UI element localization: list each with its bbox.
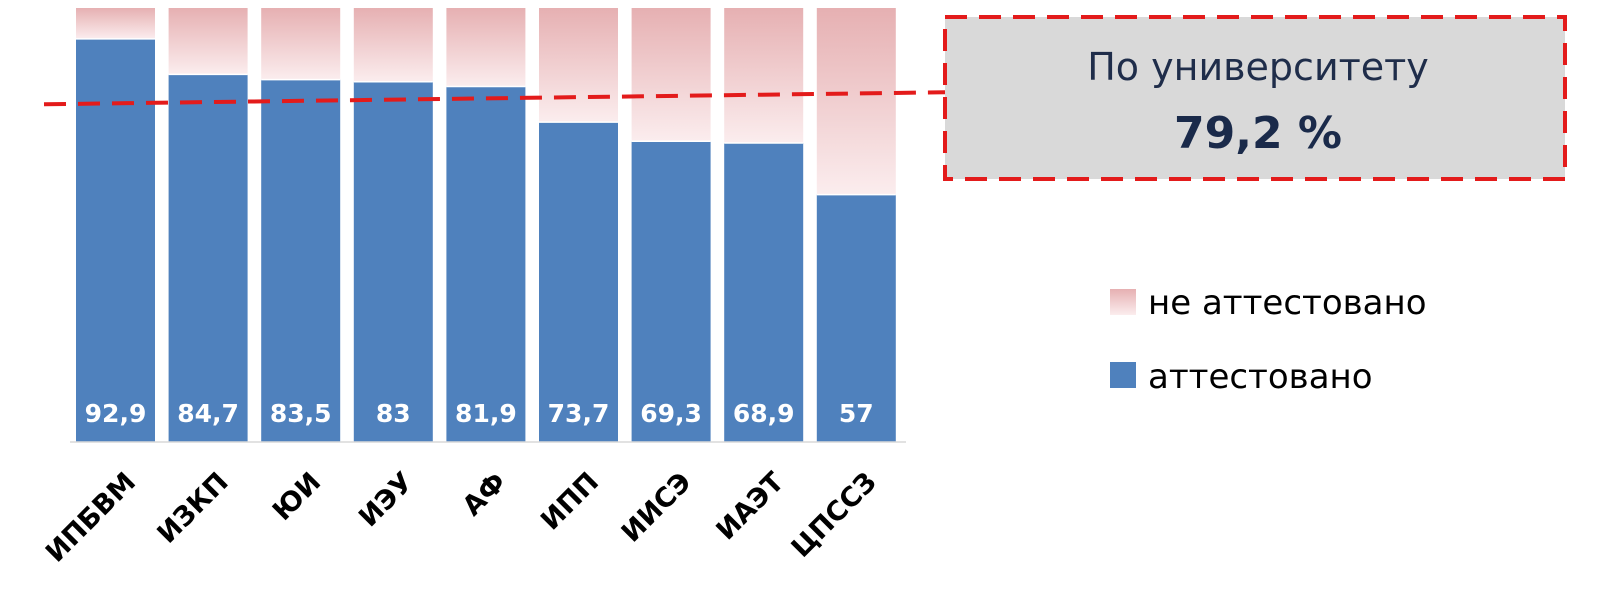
category-label: ИИСЭ	[616, 467, 698, 549]
legend-swatch-unattested	[1110, 289, 1136, 315]
bar-attested	[446, 86, 526, 442]
bar-unattested	[168, 8, 248, 75]
category-label: ЮИ	[267, 467, 327, 527]
callout-title: По университету	[1087, 45, 1429, 89]
callout-value: 79,2 %	[1174, 108, 1342, 159]
data-label: 73,7	[548, 399, 610, 428]
bar-attested	[76, 38, 155, 443]
legend-label-attested: аттестовано	[1148, 357, 1373, 397]
bar-unattested	[261, 8, 341, 80]
data-label: 81,9	[455, 399, 517, 428]
category-label: ИПБВМ	[40, 467, 142, 569]
bar-unattested	[446, 8, 526, 87]
callout-box	[943, 15, 1567, 181]
category-label: ИЭУ	[353, 466, 420, 533]
university-average-line	[43, 90, 946, 107]
data-label: 57	[839, 399, 874, 428]
legend-item-unattested: не аттестовано	[1110, 283, 1427, 323]
category-label: АФ	[457, 467, 513, 523]
data-label: 68,9	[733, 399, 795, 428]
data-label: 83	[376, 399, 411, 428]
bar-unattested	[539, 8, 618, 123]
bar-attested	[539, 122, 618, 442]
data-label: 69,3	[640, 399, 702, 428]
bar-attested	[631, 141, 711, 442]
legend: не аттестовано аттестовано	[1110, 283, 1427, 397]
reference-layer	[43, 90, 946, 107]
category-label: ИАЭТ	[711, 466, 791, 546]
bar-attested	[353, 81, 433, 442]
bar-attested	[724, 142, 804, 442]
category-label: ИЗКП	[152, 467, 235, 550]
bar-unattested	[353, 8, 433, 82]
data-label: 92,9	[85, 399, 147, 428]
category-label: ИПП	[535, 467, 605, 537]
bar-unattested	[76, 8, 155, 39]
legend-label-unattested: не аттестовано	[1148, 283, 1427, 323]
bar-attested	[261, 79, 341, 443]
bar-unattested	[631, 8, 711, 142]
bar-attested	[816, 194, 896, 442]
bar-unattested	[816, 8, 896, 195]
legend-item-attested: аттестовано	[1110, 357, 1373, 397]
data-label: 83,5	[270, 399, 332, 428]
university-callout: По университету 79,2 %	[943, 15, 1567, 181]
category-label: ЦПССЗ	[786, 467, 883, 564]
legend-swatch-attested	[1110, 362, 1136, 388]
bar-unattested	[724, 8, 804, 143]
bars-layer: 92,9 84,7 83,5 83 81,9 73,7 69,3 68,9 57	[76, 8, 896, 443]
data-label: 84,7	[177, 399, 239, 428]
bar-attested	[168, 74, 248, 442]
